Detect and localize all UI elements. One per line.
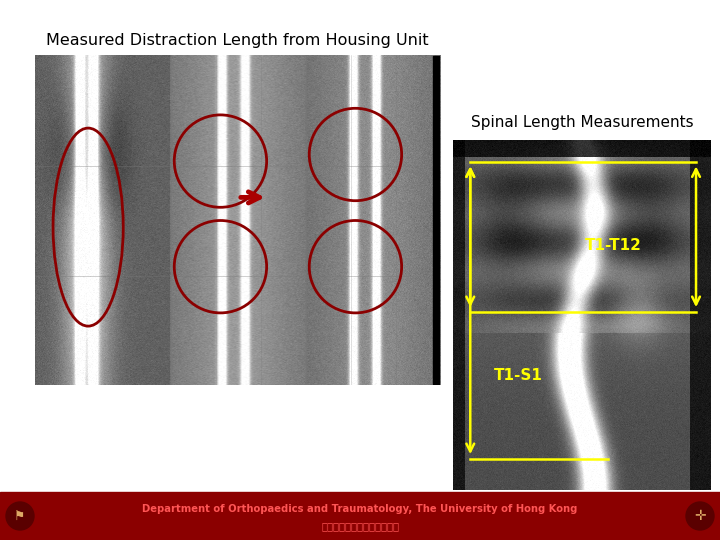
Text: Measured Distraction Length from Housing Unit: Measured Distraction Length from Housing… — [45, 32, 428, 48]
Text: Department of Orthopaedics and Traumatology, The University of Hong Kong: Department of Orthopaedics and Traumatol… — [143, 504, 577, 514]
Text: T1-T12: T1-T12 — [585, 238, 642, 253]
Bar — [433, 56, 441, 386]
Circle shape — [686, 502, 714, 530]
Bar — [0, 492, 720, 540]
Text: ✛: ✛ — [694, 509, 706, 523]
Text: Spinal Length Measurements: Spinal Length Measurements — [471, 114, 693, 130]
Text: ⚑: ⚑ — [14, 510, 26, 523]
Circle shape — [6, 502, 34, 530]
Text: 香港大學瘀形及創傷外科學系: 香港大學瘀形及創傷外科學系 — [321, 522, 399, 531]
Text: T1-S1: T1-S1 — [494, 368, 542, 382]
